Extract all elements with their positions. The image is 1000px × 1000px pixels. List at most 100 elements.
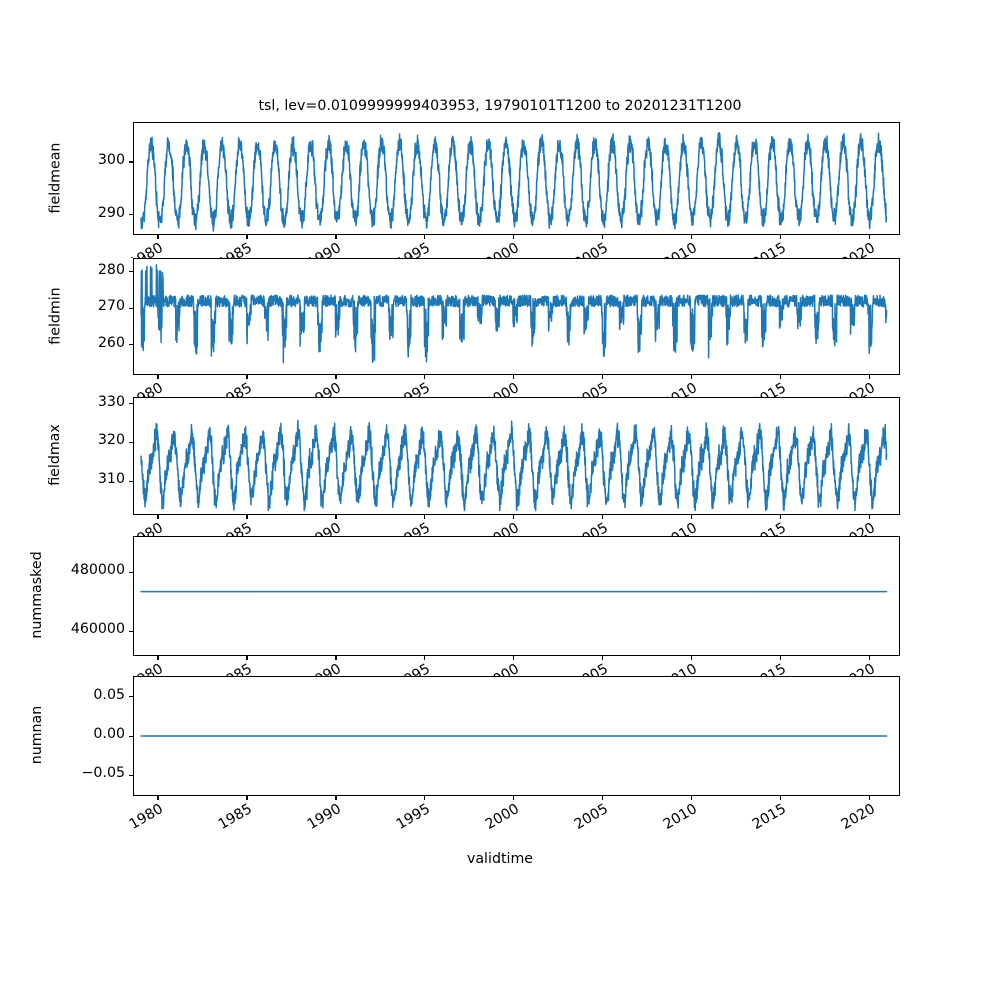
x-tick-mark-fieldmin-8 <box>869 375 871 379</box>
x-tick-mark-numnan-6 <box>691 796 693 800</box>
y-tick-label-numnan-1: 0.00 <box>93 726 125 742</box>
x-tick-mark-nummasked-1 <box>246 656 248 660</box>
y-tick-label-fieldmean-1: 300 <box>97 151 125 168</box>
x-tick-mark-fieldmin-0 <box>157 375 159 379</box>
y-axis-label-fieldmax: fieldmax <box>47 424 63 486</box>
x-tick-mark-nummasked-5 <box>602 656 604 660</box>
plot-area-fieldmean <box>134 123 899 234</box>
data-line-nummasked <box>140 590 888 593</box>
x-tick-mark-fieldmean-2 <box>335 235 337 239</box>
x-tick-label-fieldmean-7: 2015 <box>749 240 789 258</box>
x-tick-mark-fieldmean-8 <box>869 235 871 239</box>
x-tick-mark-nummasked-2 <box>335 656 337 660</box>
x-tick-mark-fieldmean-7 <box>780 235 782 239</box>
x-tick-mark-fieldmin-7 <box>780 375 782 379</box>
y-tick-label-nummasked-1: 480000 <box>70 562 125 579</box>
figure-title: tsl, lev=0.0109999999403953, 19790101T12… <box>258 98 742 114</box>
y-tick-mark-fieldmin-1 <box>129 307 133 309</box>
y-tick-mark-numnan-1 <box>129 735 133 737</box>
y-tick-mark-fieldmax-1 <box>129 441 133 444</box>
y-tick-label-fieldmax-0: 310 <box>97 471 125 488</box>
y-tick-mark-fieldmin-0 <box>129 344 133 346</box>
x-tick-mark-fieldmax-6 <box>691 515 693 519</box>
x-tick-label-fieldmax-0: 1980 <box>126 520 166 536</box>
y-tick-label-numnan-2: 0.05 <box>93 686 125 703</box>
x-tick-mark-numnan-0 <box>157 796 159 800</box>
x-tick-mark-numnan-1 <box>246 796 248 800</box>
x-tick-mark-nummasked-4 <box>513 656 515 660</box>
data-line-fieldmax <box>140 419 888 512</box>
x-tick-label-fieldmean-3: 1995 <box>393 240 433 258</box>
x-tick-mark-numnan-4 <box>513 796 515 800</box>
x-tick-mark-numnan-8 <box>869 796 871 800</box>
x-tick-mark-fieldmin-3 <box>424 375 426 379</box>
x-tick-mark-fieldmean-4 <box>513 235 515 239</box>
x-tick-label-fieldmean-2: 1990 <box>304 240 344 258</box>
x-tick-mark-nummasked-3 <box>424 656 426 660</box>
x-tick-label-fieldmin-0: 1980 <box>126 380 166 397</box>
x-tick-mark-fieldmin-4 <box>513 375 515 379</box>
x-tick-mark-nummasked-8 <box>869 656 871 660</box>
x-tick-label-fieldmean-0: 1980 <box>126 240 166 258</box>
x-tick-mark-fieldmin-1 <box>246 375 248 379</box>
y-tick-label-numnan-0: −0.05 <box>81 765 125 782</box>
x-tick-mark-fieldmax-2 <box>335 515 337 519</box>
x-tick-label-nummasked-0: 1980 <box>0 661 166 676</box>
plot-area-fieldmin <box>134 259 899 374</box>
y-tick-label-fieldmean-0: 290 <box>97 204 125 221</box>
y-tick-label-nummasked-0: 460000 <box>70 621 125 638</box>
y-tick-mark-numnan-2 <box>129 696 133 698</box>
y-tick-mark-fieldmean-0 <box>129 214 133 216</box>
x-tick-mark-fieldmax-4 <box>513 515 515 519</box>
x-tick-mark-fieldmax-3 <box>424 515 426 519</box>
x-tick-mark-numnan-5 <box>602 796 604 800</box>
x-tick-mark-fieldmean-1 <box>246 235 248 239</box>
x-tick-label-fieldmean-4: 2000 <box>482 240 522 258</box>
x-tick-mark-fieldmin-2 <box>335 375 337 379</box>
x-tick-label-fieldmean-8: 2020 <box>838 240 878 258</box>
x-tick-label-numnan-0: 1980 <box>126 801 166 833</box>
y-tick-mark-fieldmin-2 <box>129 271 133 273</box>
x-tick-mark-fieldmax-0 <box>157 515 159 519</box>
x-tick-label-row-fieldmean: 1980 1985 1990 1995 2000 2005 2010 2015 2020 <box>0 240 1000 258</box>
y-tick-label-fieldmin-2: 280 <box>97 261 125 278</box>
plot-area-numnan <box>134 677 899 795</box>
subplot-fieldmax <box>133 397 900 515</box>
subplot-fieldmin <box>133 258 900 375</box>
x-tick-label-fieldmean-5: 2005 <box>571 240 611 258</box>
data-line-numnan <box>140 735 888 737</box>
y-tick-label-fieldmax-2: 330 <box>97 393 125 410</box>
subplot-fieldmean <box>133 122 900 235</box>
x-tick-label-row-fieldmax: 1980 1985 1990 1995 2000 2005 2010 2015 2020 <box>0 520 1000 536</box>
x-tick-label-row-numnan: 1980 1985 1990 1995 2000 2005 2010 2015 2020 <box>0 801 1000 856</box>
y-tick-label-fieldmin-1: 270 <box>97 298 125 315</box>
x-tick-mark-fieldmean-0 <box>157 235 159 239</box>
y-tick-mark-fieldmax-2 <box>129 403 133 405</box>
x-tick-mark-numnan-7 <box>780 796 782 800</box>
x-tick-label-row-fieldmin: 1980 1985 1990 1995 2000 2005 2010 2015 2020 <box>0 380 1000 397</box>
x-tick-mark-nummasked-7 <box>780 656 782 660</box>
x-tick-mark-nummasked-0 <box>157 656 159 660</box>
x-tick-mark-fieldmean-6 <box>691 235 693 239</box>
subplot-nummasked <box>133 536 900 656</box>
x-tick-mark-fieldmean-5 <box>602 235 604 239</box>
y-tick-mark-fieldmean-1 <box>129 161 133 163</box>
x-tick-mark-fieldmean-3 <box>424 235 426 239</box>
data-line-fieldmean <box>140 131 888 232</box>
x-tick-mark-fieldmin-5 <box>602 375 604 379</box>
x-tick-mark-fieldmax-7 <box>780 515 782 519</box>
x-tick-mark-fieldmin-6 <box>691 375 693 379</box>
y-tick-label-fieldmin-0: 260 <box>97 334 125 351</box>
y-tick-mark-fieldmax-0 <box>129 480 133 482</box>
y-tick-label-fieldmax-1: 320 <box>97 432 125 449</box>
x-tick-mark-fieldmax-8 <box>869 515 871 519</box>
x-tick-mark-fieldmax-1 <box>246 515 248 519</box>
data-line-fieldmin <box>140 264 888 364</box>
subplot-numnan <box>133 676 900 796</box>
x-axis-label: validtime <box>466 851 534 867</box>
y-tick-mark-nummasked-1 <box>129 571 133 574</box>
plot-area-nummasked <box>134 537 899 655</box>
x-tick-mark-numnan-3 <box>424 796 426 800</box>
